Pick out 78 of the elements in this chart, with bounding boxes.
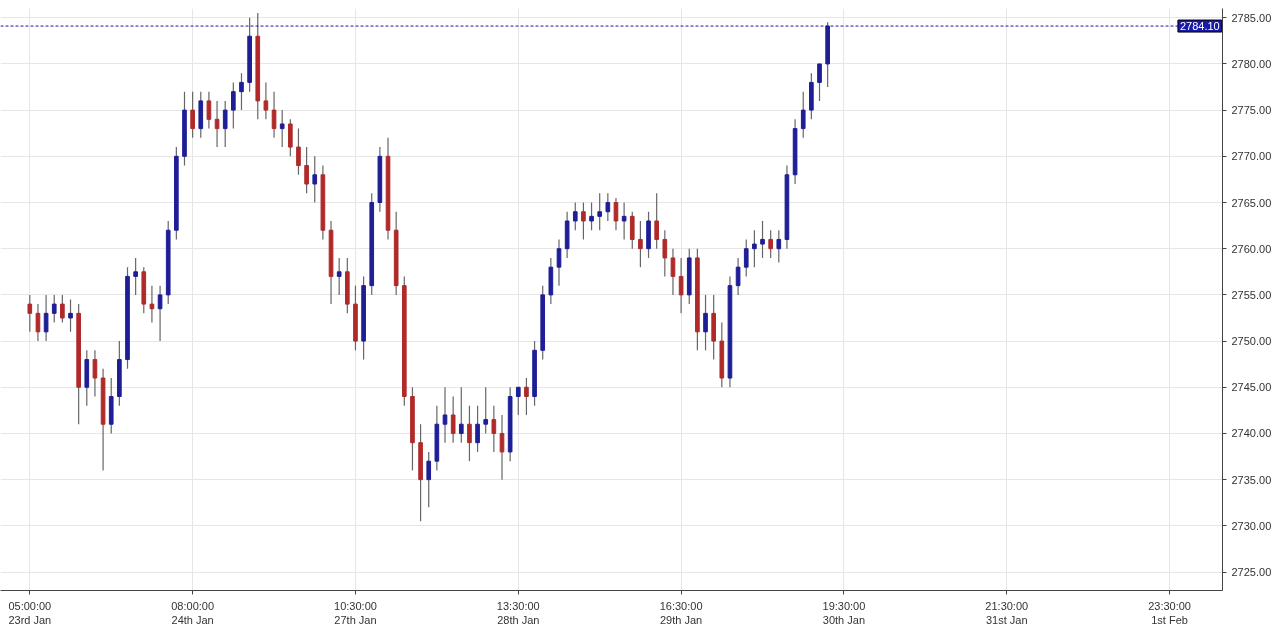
candlestick (336, 257, 342, 296)
candlestick (678, 257, 684, 314)
candlestick (279, 109, 285, 148)
y-tick-label: 2755.00 (1231, 288, 1272, 301)
candlestick (703, 294, 708, 351)
candlestick (426, 451, 432, 508)
candlestick (288, 118, 293, 157)
candlestick (27, 294, 33, 333)
candlestick (638, 220, 643, 268)
candlestick (581, 201, 586, 241)
candlestick (35, 303, 41, 342)
x-tick-label: 16:30:00 29th Jan (659, 599, 703, 626)
x-tick-label: 10:30:00 27th Jan (334, 599, 377, 626)
candlestick (817, 63, 822, 102)
candlestick (458, 386, 464, 444)
candlestick (768, 229, 773, 259)
candlestick (157, 285, 163, 342)
candlestick (491, 405, 497, 453)
candlestick (629, 211, 635, 250)
candlestick (670, 248, 676, 296)
candlestick (613, 197, 619, 231)
y-tick-label: 2740.00 (1231, 427, 1272, 440)
y-tick-label: 2770.00 (1231, 150, 1272, 163)
y-tick-label: 2760.00 (1231, 242, 1272, 255)
candlestick (621, 201, 627, 241)
candlestick (304, 146, 309, 194)
candlestick (51, 294, 57, 324)
candlestick (572, 201, 578, 231)
x-tick-label: 21:30:00 31st Jan (985, 599, 1029, 626)
candlestick (190, 91, 195, 139)
x-tick-label: 08:00:00 24th Jan (171, 599, 215, 626)
candlestick (271, 91, 277, 139)
candlestick (776, 229, 782, 264)
x-tick-label: 19:30:00 30th Jan (822, 599, 866, 626)
candlestick (263, 81, 269, 120)
candlestick (662, 229, 668, 277)
y-tick-label: 2775.00 (1231, 104, 1272, 117)
candlestick (149, 285, 155, 324)
candlestick (312, 155, 318, 204)
candlestick (231, 81, 236, 130)
x-tick-label: 13:30:00 28th Jan (496, 599, 540, 626)
candlestick (597, 192, 603, 231)
y-tick-label: 2785.00 (1231, 11, 1272, 24)
candlestick (735, 257, 741, 296)
candlestick (515, 386, 521, 416)
candlestick (68, 298, 73, 333)
candlestick (222, 100, 228, 148)
candlestick (760, 220, 765, 259)
candlestick (800, 91, 806, 139)
y-tick-label: 2730.00 (1231, 519, 1272, 532)
candlestick (133, 257, 138, 296)
candlestick (589, 201, 594, 231)
y-tick-label: 2735.00 (1231, 473, 1272, 486)
candlestick (442, 386, 448, 444)
x-tick-label: 23:30:00 1st Feb (1148, 599, 1191, 626)
candlestick (654, 192, 660, 250)
ref-line-label: 2784.10 (1179, 20, 1220, 33)
candlestick (475, 405, 480, 453)
y-tick-label: 2780.00 (1231, 57, 1272, 70)
candlestick (483, 386, 489, 435)
candlestick (296, 128, 301, 176)
candlestick (92, 349, 98, 398)
candlestick (206, 91, 212, 130)
candlestick (743, 238, 749, 277)
candlestick (214, 100, 220, 148)
candlestick (450, 395, 456, 444)
candlestick (60, 294, 65, 324)
candlestick (605, 192, 611, 222)
x-tick-label: 05:00:00 23rd Jan (8, 599, 52, 626)
y-tick-label: 2765.00 (1231, 196, 1272, 209)
candlestick (467, 405, 472, 462)
candlestick (524, 377, 529, 416)
candlestick (239, 72, 244, 111)
y-tick-label: 2725.00 (1231, 566, 1272, 579)
candlestick (752, 229, 757, 268)
y-tick-label: 2745.00 (1231, 381, 1272, 394)
y-tick-label: 2750.00 (1231, 335, 1272, 348)
candlestick (43, 294, 49, 342)
